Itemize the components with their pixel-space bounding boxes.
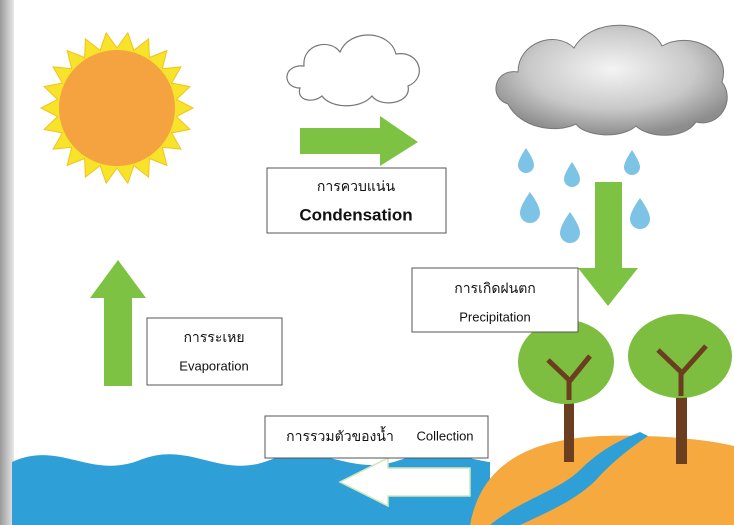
raindrop bbox=[624, 150, 640, 175]
thai-label: การควบแน่น bbox=[317, 179, 396, 195]
water-cycle-diagram: การควบแน่น Condensation การเกิดฝนตก Prec… bbox=[0, 0, 734, 525]
thai-label: การเกิดฝนตก bbox=[454, 281, 536, 297]
collection-label: การรวมตัวของน้ำ Collection bbox=[265, 416, 488, 458]
page: {"condensation": {"thai": "การควบแน่น", … bbox=[0, 0, 734, 525]
raindrop bbox=[560, 212, 580, 243]
english-label: Evaporation bbox=[179, 358, 248, 373]
english-label: Condensation bbox=[299, 205, 412, 224]
arrow-up bbox=[90, 260, 146, 386]
sun-disc bbox=[59, 50, 175, 166]
sun bbox=[41, 33, 193, 183]
page-edge bbox=[0, 0, 14, 525]
raindrop bbox=[518, 148, 534, 173]
raindrop bbox=[520, 192, 540, 223]
tree-crown bbox=[518, 320, 614, 404]
english-label: Precipitation bbox=[459, 309, 531, 324]
precipitation-label: การเกิดฝนตก Precipitation bbox=[412, 268, 578, 332]
raindrop bbox=[630, 198, 650, 229]
raindrop bbox=[564, 162, 580, 187]
arrow-down bbox=[578, 182, 638, 306]
evaporation-label: การระเหย Evaporation bbox=[147, 318, 282, 385]
rain-cloud bbox=[496, 25, 727, 135]
arrow-right bbox=[300, 116, 418, 166]
thai-label: การระเหย bbox=[183, 330, 244, 346]
raindrops bbox=[518, 148, 650, 243]
thai-label: การรวมตัวของน้ำ bbox=[286, 426, 394, 445]
condensation-label: การควบแน่น Condensation bbox=[267, 168, 446, 233]
label-box bbox=[147, 318, 282, 385]
white-cloud bbox=[287, 35, 419, 106]
english-label: Collection bbox=[416, 428, 473, 443]
